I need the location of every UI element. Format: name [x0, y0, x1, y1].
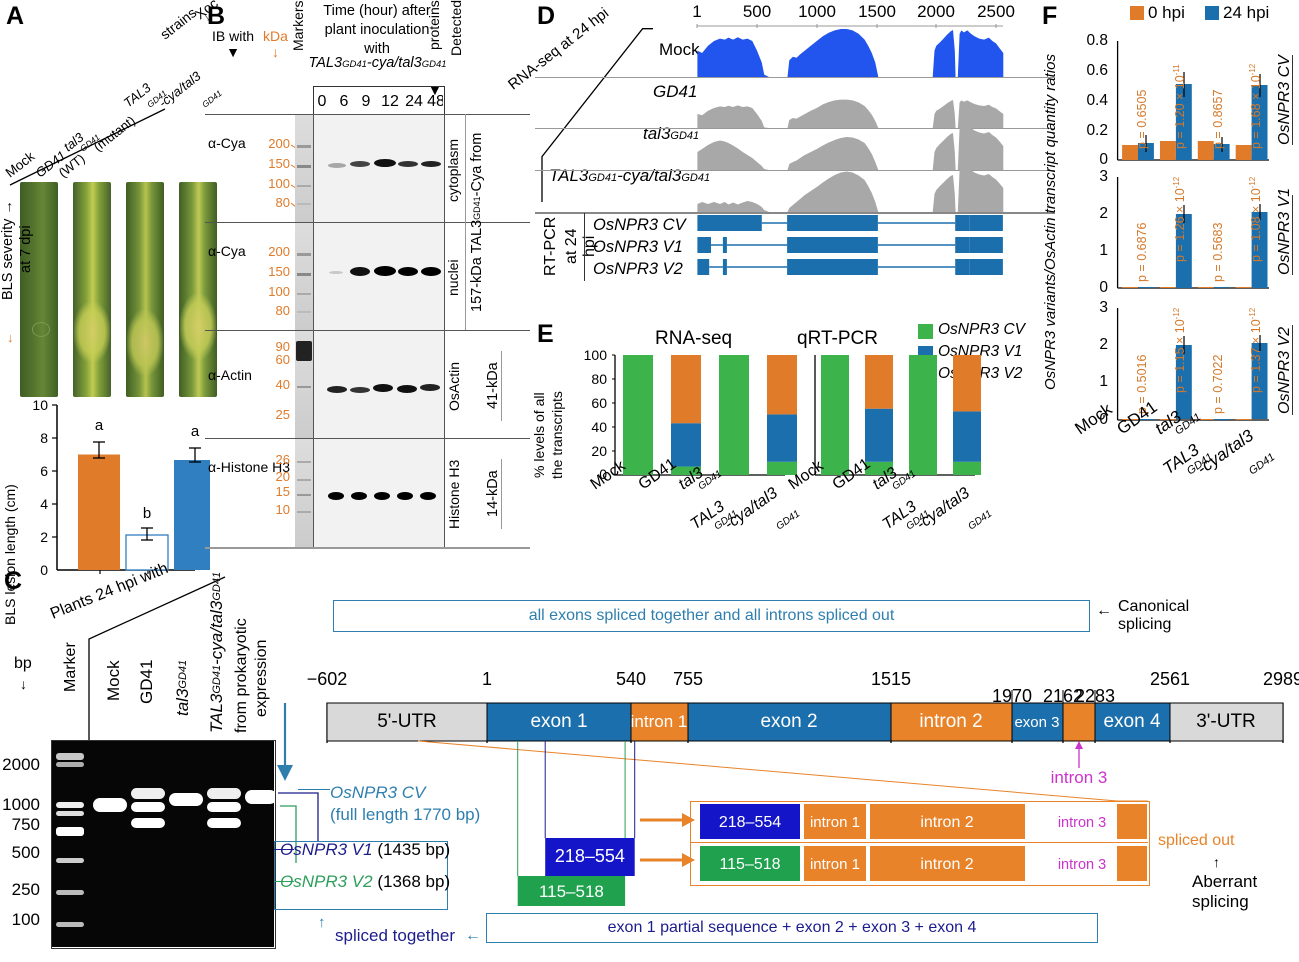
- svg-text:exon 4: exon 4: [1103, 711, 1160, 732]
- svg-text:150: 150: [268, 156, 290, 171]
- svg-text:b: b: [143, 505, 151, 522]
- svg-text:intron 1: intron 1: [810, 856, 860, 873]
- svg-text:3'-UTR: 3'-UTR: [1196, 711, 1256, 732]
- svg-text:24: 24: [405, 93, 423, 110]
- svg-text:intron 1: intron 1: [810, 814, 860, 831]
- svg-text:intron 2: intron 2: [920, 814, 973, 831]
- svg-text:20: 20: [276, 469, 290, 484]
- svg-text:exon 2: exon 2: [760, 711, 817, 732]
- svg-text:2500: 2500: [977, 2, 1015, 21]
- svg-text:218–554: 218–554: [555, 846, 625, 866]
- svg-text:8: 8: [40, 430, 48, 446]
- svg-text:100: 100: [268, 176, 290, 191]
- svg-text:2: 2: [40, 529, 48, 545]
- svg-text:20: 20: [591, 443, 607, 459]
- svg-text:0: 0: [318, 93, 327, 110]
- svg-text:intron 3: intron 3: [1051, 768, 1108, 787]
- svg-text:6: 6: [340, 93, 349, 110]
- svg-text:10: 10: [276, 502, 290, 517]
- svg-text:80: 80: [276, 303, 290, 318]
- svg-text:a: a: [95, 417, 104, 434]
- svg-text:intron 3: intron 3: [1058, 857, 1106, 873]
- svg-text:Mock: Mock: [3, 149, 38, 181]
- svg-text:500: 500: [743, 2, 771, 21]
- svg-text:2989: 2989: [1263, 669, 1299, 689]
- svg-text:40: 40: [591, 419, 607, 435]
- svg-text:10: 10: [32, 400, 48, 413]
- svg-text:2561: 2561: [1150, 669, 1190, 689]
- svg-text:intron 2: intron 2: [919, 711, 982, 732]
- svg-text:80: 80: [591, 371, 607, 387]
- svg-text:115–518: 115–518: [539, 882, 604, 901]
- svg-text:exon 3: exon 3: [1014, 714, 1059, 731]
- svg-text:intron 3: intron 3: [1058, 815, 1106, 831]
- svg-text:p = 0.6876: p = 0.6876: [1135, 223, 1149, 282]
- svg-text:p = 0.8657: p = 0.8657: [1211, 90, 1225, 149]
- svg-text:40: 40: [276, 377, 290, 392]
- svg-text:200: 200: [268, 244, 290, 259]
- svg-text:115–518: 115–518: [719, 856, 780, 873]
- svg-text:100: 100: [268, 284, 290, 299]
- svg-text:p = 1.37 × 10-12: p = 1.37 × 10-12: [1248, 307, 1263, 393]
- svg-text:p = 1.68 × 10-12: p = 1.68 × 10-12: [1248, 63, 1263, 149]
- svg-text:p = 0.6505: p = 0.6505: [1135, 90, 1149, 149]
- svg-text:1515: 1515: [871, 669, 911, 689]
- svg-text:-cya/tal3: -cya/tal3: [722, 485, 781, 534]
- svg-text:a: a: [191, 423, 200, 440]
- svg-text:p = 0.7022: p = 0.7022: [1211, 355, 1225, 414]
- svg-text:2000: 2000: [917, 2, 955, 21]
- svg-text:p = 1.26 × 10-12: p = 1.26 × 10-12: [1172, 176, 1187, 262]
- svg-text:p = 1.08 × 10-12: p = 1.08 × 10-12: [1248, 176, 1263, 262]
- svg-text:15: 15: [276, 484, 290, 499]
- svg-text:48: 48: [427, 93, 443, 110]
- svg-text:1000: 1000: [798, 2, 836, 21]
- svg-text:GD41: GD41: [966, 508, 994, 532]
- svg-text:6: 6: [40, 463, 48, 479]
- svg-text:150: 150: [268, 264, 290, 279]
- svg-text:-cya/tal3: -cya/tal3: [914, 485, 973, 534]
- svg-text:9: 9: [362, 93, 371, 110]
- svg-text:100: 100: [584, 350, 608, 363]
- svg-text:200: 200: [268, 136, 290, 151]
- svg-text:60: 60: [591, 395, 607, 411]
- svg-text:250: 250: [12, 880, 40, 899]
- svg-text:intron 2: intron 2: [920, 856, 973, 873]
- svg-text:p = 1.20 × 10-11: p = 1.20 × 10-11: [1172, 64, 1187, 149]
- svg-text:4: 4: [40, 496, 48, 512]
- svg-text:60: 60: [276, 352, 290, 367]
- svg-text:218–554: 218–554: [719, 814, 781, 831]
- svg-text:100: 100: [12, 910, 40, 929]
- svg-text:25: 25: [276, 407, 290, 422]
- svg-text:26: 26: [276, 452, 290, 467]
- svg-text:p = 1.15 × 10-12: p = 1.15 × 10-12: [1172, 307, 1187, 393]
- svg-text:12: 12: [381, 93, 399, 110]
- svg-text:80: 80: [276, 195, 290, 210]
- svg-text:p = 0.5683: p = 0.5683: [1211, 223, 1225, 282]
- svg-text:1500: 1500: [858, 2, 896, 21]
- svg-text:GD41: GD41: [1247, 451, 1277, 477]
